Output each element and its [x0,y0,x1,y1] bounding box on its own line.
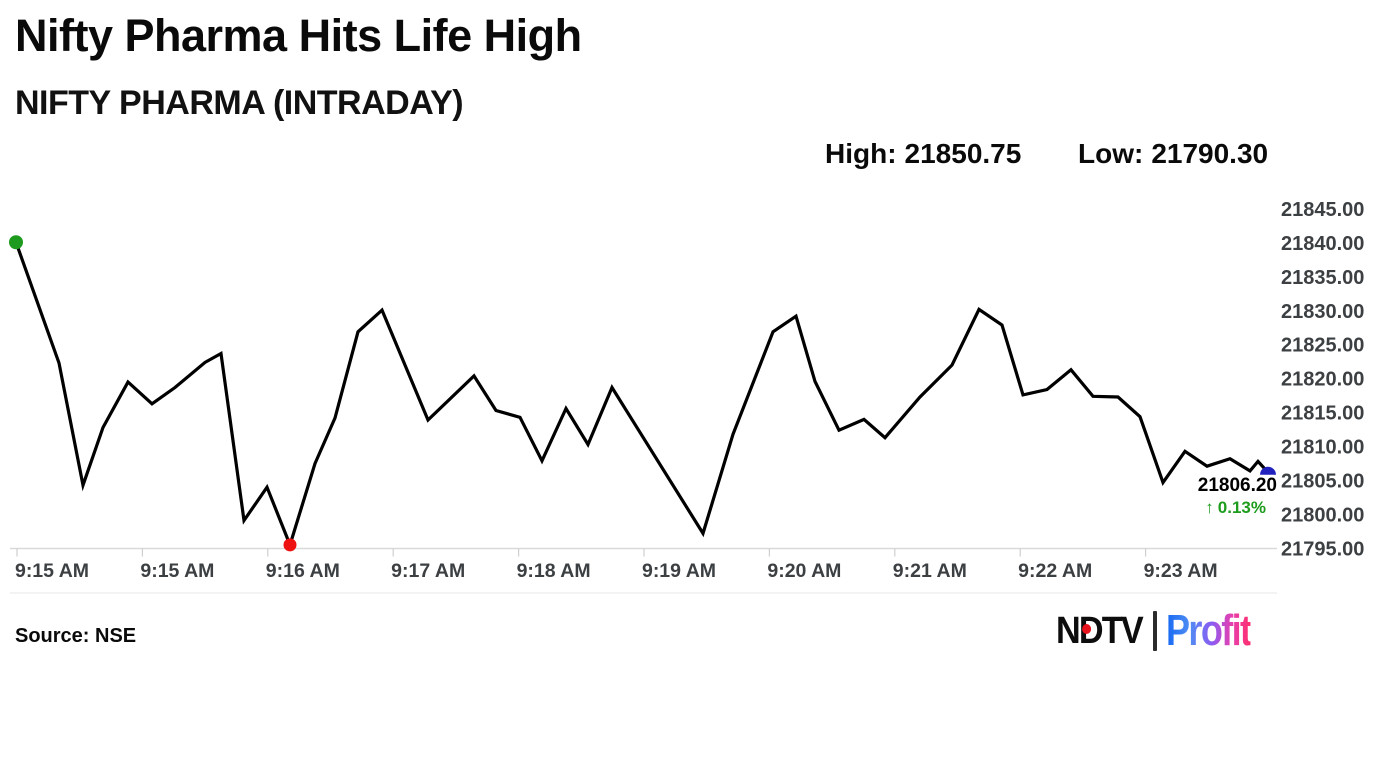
low-label: Low: [1078,138,1144,169]
high-label: High: [825,138,897,169]
change-percent-value: 0.13% [1217,498,1266,517]
x-axis-label: 9:20 AM [767,560,841,582]
x-axis-label: 9:22 AM [1018,560,1092,582]
price-line [14,240,1270,550]
y-axis-label: 21820.00 [1281,369,1364,391]
start-dot [9,235,23,250]
change-percent-label: ↑ 0.13% [1205,498,1266,518]
y-axis-label: 21800.00 [1281,504,1364,526]
page-title: Nifty Pharma Hits Life High [15,10,582,61]
y-axis-label: 21810.00 [1281,437,1364,459]
high-stat: High: 21850.75 [825,138,1021,170]
ndtv-profit-logo: NDTV Profit [1056,606,1269,655]
high-value: 21850.75 [904,138,1022,169]
logo-divider [1153,611,1158,651]
source-label: Source: NSE [15,625,137,647]
y-axis-label: 21825.00 [1281,335,1364,357]
x-axis-label: 9:21 AM [893,560,967,582]
x-axis-label: 9:23 AM [1144,560,1218,582]
low-stat: Low: 21790.30 [1078,138,1268,170]
profit-wordmark: Profit [1166,606,1252,655]
low-value: 21790.30 [1151,138,1269,169]
x-axis-label: 9:18 AM [517,560,591,582]
x-axis-label: 9:16 AM [266,560,340,582]
y-axis-label: 21805.00 [1281,470,1364,492]
x-axis-label: 9:19 AM [642,560,716,582]
last-price-label: 21806.20 [1197,475,1277,496]
y-axis-label: 21815.00 [1281,403,1364,425]
x-axis-label: 9:15 AM [15,560,89,582]
end-marker [1260,466,1276,475]
up-arrow-icon: ↑ [1205,498,1214,517]
low-dot [283,538,297,552]
y-axis-label: 21835.00 [1281,267,1364,289]
y-axis-label: 21830.00 [1281,301,1364,323]
ndtv-wordmark: NDTV [1056,609,1144,653]
chart-subtitle: NIFTY PHARMA (INTRADAY) [15,84,464,122]
y-axis-label: 21845.00 [1281,199,1364,221]
y-axis-label: 21795.00 [1281,538,1364,560]
ndtv-text: NDTV [1056,609,1144,652]
y-axis-label: 21840.00 [1281,233,1364,255]
x-axis-label: 9:15 AM [140,560,214,582]
ndtv-red-dot-icon [1082,623,1092,634]
x-axis-label: 9:17 AM [391,560,465,582]
